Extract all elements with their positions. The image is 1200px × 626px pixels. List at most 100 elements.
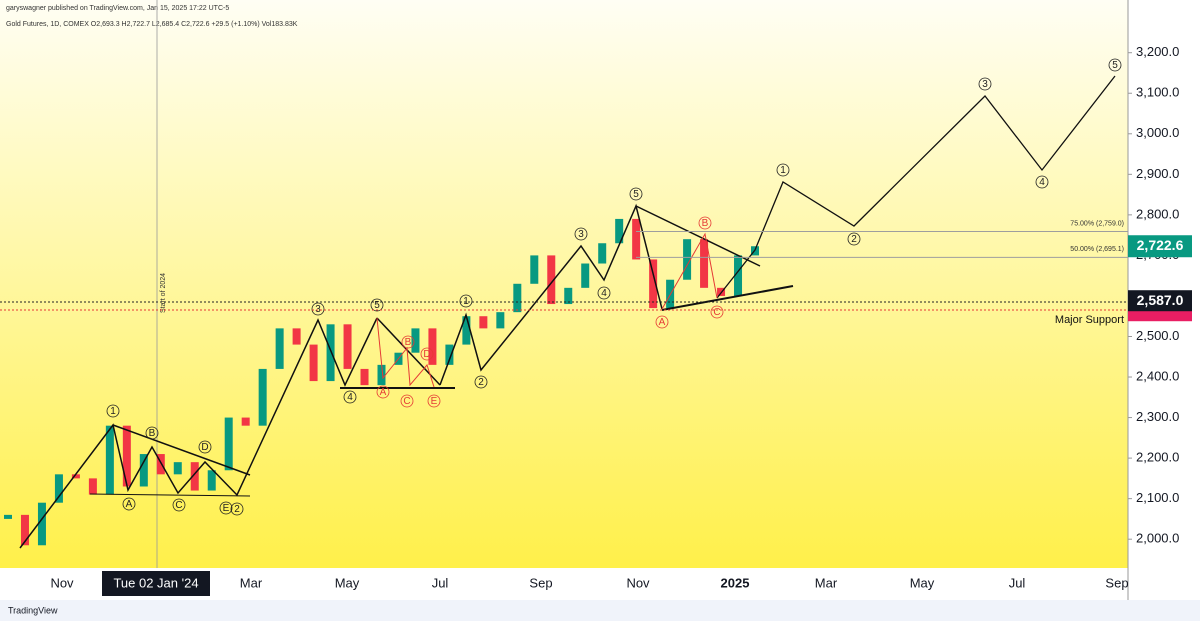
y-tick-label: 2,000.0 — [1136, 531, 1179, 546]
candle-body — [207, 470, 216, 491]
wave-circle — [978, 77, 992, 91]
wave-circle — [655, 315, 669, 329]
wave-label: C — [403, 396, 410, 407]
trend-line — [635, 205, 761, 267]
candle-body — [700, 239, 709, 288]
wave-circle — [106, 404, 120, 418]
x-tick-label: Jul — [1009, 575, 1026, 590]
candle-body — [428, 328, 437, 365]
correction-lines — [376, 232, 718, 388]
wave-label: 5 — [633, 189, 639, 200]
candle-body — [71, 474, 80, 479]
candle-body — [615, 218, 624, 244]
correction-path — [661, 232, 718, 310]
wave-label: B — [405, 337, 412, 348]
wave-label: 1 — [463, 296, 469, 307]
candle-body — [360, 368, 369, 386]
correction-path — [376, 317, 435, 388]
wave-circle — [1108, 58, 1122, 72]
support-strip — [1128, 310, 1192, 322]
wave-label: D — [423, 349, 430, 360]
candle-body — [224, 417, 233, 471]
wave-lines — [19, 75, 1116, 549]
candle-body — [292, 328, 301, 345]
wave-label: 4 — [601, 288, 607, 299]
last-price-box — [1128, 235, 1192, 258]
wave-label: D — [201, 442, 208, 453]
wave-circle — [710, 305, 724, 319]
wave-label: 3 — [982, 79, 988, 90]
x-tick-label: May — [335, 575, 360, 590]
candle-body — [462, 316, 471, 345]
candle-body — [190, 462, 199, 491]
candle-body — [4, 514, 12, 519]
candle-body — [530, 255, 539, 284]
wave-circle — [776, 163, 790, 177]
candle-body — [309, 344, 318, 382]
wave-circle — [145, 426, 159, 440]
candle-body — [37, 502, 46, 546]
wave-label: B — [702, 218, 709, 229]
candle-body — [105, 425, 114, 495]
y-tick-label: 3,100.0 — [1136, 85, 1179, 100]
candle-body — [411, 328, 420, 353]
wave-circle — [597, 286, 611, 300]
wave-circle — [420, 347, 434, 361]
y-tick-label: 2,800.0 — [1136, 206, 1179, 221]
candle-body — [547, 255, 556, 305]
wave-label: 5 — [1112, 60, 1118, 71]
fib-label: 50.00% (2,695.1) — [1070, 246, 1124, 253]
x-tick-label: Nov — [626, 575, 650, 590]
candle-body — [734, 255, 743, 296]
support-price-box — [1128, 290, 1192, 312]
wave-circle — [370, 298, 384, 312]
wave-label: 3 — [578, 229, 584, 240]
candle-body — [598, 243, 607, 264]
trend-line — [89, 493, 251, 497]
symbol-info: Gold Futures, 1D, COMEX O2,693.3 H2,722.… — [6, 21, 298, 28]
candle-body — [139, 454, 148, 487]
x-tick-label: Nov — [50, 575, 74, 590]
y-tick-label: 3,200.0 — [1136, 44, 1179, 59]
wave-label: C — [713, 307, 720, 318]
support-price-label: 2,587.0 — [1137, 292, 1184, 308]
x-tick-label: Jul — [432, 575, 449, 590]
x-tick-label: Sep — [529, 575, 552, 590]
wave-label: C — [175, 500, 182, 511]
candle-body — [683, 239, 692, 280]
candle-body — [343, 324, 352, 369]
wave-label: 1 — [780, 165, 786, 176]
candle-body — [479, 316, 488, 329]
wave-label: 2 — [478, 377, 484, 388]
wave-circle — [311, 302, 325, 316]
footer-background — [0, 600, 1200, 621]
wave-label: 3 — [315, 304, 321, 315]
candle-body — [326, 324, 335, 382]
candle-body — [241, 417, 250, 426]
y-tick-label: 2,100.0 — [1136, 490, 1179, 505]
wave-circle — [122, 497, 136, 511]
footer-logo: TradingView — [8, 605, 58, 615]
x-tick-label: 2025 — [721, 575, 750, 590]
wave-label: 4 — [347, 392, 353, 403]
crosshair-label: Tue 02 Jan '24 — [113, 575, 198, 590]
wave-label: A — [380, 387, 387, 398]
candle-body — [275, 328, 284, 369]
candle-body — [649, 259, 658, 309]
wave-circle — [219, 501, 233, 515]
wave-circle — [427, 394, 441, 408]
trend-line — [112, 424, 251, 476]
wave-circle — [847, 232, 861, 246]
plot-background — [0, 0, 1128, 568]
candles — [4, 218, 759, 546]
fib-label: 75.00% (2,759.0) — [1070, 220, 1124, 227]
wave-circle — [629, 187, 643, 201]
wave-circle — [230, 502, 244, 516]
publisher: garyswagner published on TradingView.com… — [6, 5, 229, 12]
y-tick-label: 2,500.0 — [1136, 328, 1179, 343]
wave-circle — [401, 335, 415, 349]
projection-path — [716, 75, 1116, 299]
wave-label: E — [431, 396, 438, 407]
candle-body — [20, 514, 29, 546]
